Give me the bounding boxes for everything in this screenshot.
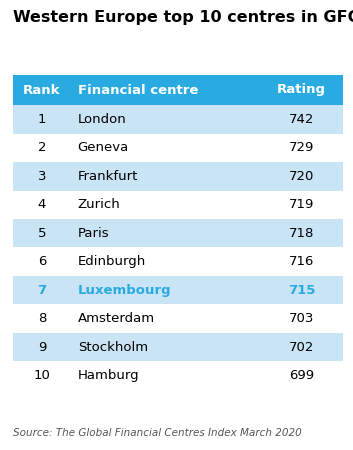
Text: 742: 742: [289, 113, 315, 126]
Text: Stockholm: Stockholm: [78, 341, 148, 354]
Text: 1: 1: [38, 113, 46, 126]
Bar: [71, 305, 261, 333]
Bar: [71, 276, 261, 305]
Bar: [71, 162, 261, 190]
Bar: [71, 333, 261, 361]
Bar: [13, 248, 71, 276]
Text: 715: 715: [288, 284, 316, 297]
Text: Edinburgh: Edinburgh: [78, 255, 146, 268]
Text: 718: 718: [289, 227, 315, 240]
Bar: [71, 361, 261, 390]
Bar: [261, 305, 343, 333]
Bar: [261, 276, 343, 305]
Text: London: London: [78, 113, 126, 126]
Text: Amsterdam: Amsterdam: [78, 312, 155, 325]
Bar: [261, 219, 343, 248]
Bar: [261, 134, 343, 162]
Text: 703: 703: [289, 312, 315, 325]
Bar: [71, 75, 261, 105]
Bar: [261, 248, 343, 276]
Text: Rating: Rating: [277, 84, 326, 96]
Bar: [261, 75, 343, 105]
Text: 702: 702: [289, 341, 315, 354]
Text: 3: 3: [38, 170, 46, 183]
Bar: [13, 75, 71, 105]
Text: 9: 9: [38, 341, 46, 354]
Bar: [261, 361, 343, 390]
Text: 720: 720: [289, 170, 315, 183]
Text: 716: 716: [289, 255, 315, 268]
Bar: [261, 162, 343, 190]
Text: 719: 719: [289, 198, 315, 211]
Text: Geneva: Geneva: [78, 141, 129, 154]
Text: Paris: Paris: [78, 227, 109, 240]
Bar: [71, 105, 261, 134]
Bar: [13, 162, 71, 190]
Bar: [13, 333, 71, 361]
Text: Hamburg: Hamburg: [78, 369, 139, 382]
Bar: [261, 333, 343, 361]
Text: 7: 7: [37, 284, 47, 297]
Text: Frankfurt: Frankfurt: [78, 170, 138, 183]
Bar: [71, 219, 261, 248]
Bar: [261, 105, 343, 134]
Bar: [13, 190, 71, 219]
Text: 8: 8: [38, 312, 46, 325]
Text: Zurich: Zurich: [78, 198, 120, 211]
Text: 6: 6: [38, 255, 46, 268]
Text: 5: 5: [38, 227, 46, 240]
Text: 10: 10: [34, 369, 50, 382]
Bar: [13, 219, 71, 248]
Text: Luxembourg: Luxembourg: [78, 284, 171, 297]
Text: Source: The Global Financial Centres Index March 2020: Source: The Global Financial Centres Ind…: [13, 428, 302, 438]
Bar: [13, 276, 71, 305]
Text: 699: 699: [289, 369, 314, 382]
Bar: [13, 361, 71, 390]
Bar: [13, 305, 71, 333]
Text: Rank: Rank: [23, 84, 61, 96]
Bar: [71, 134, 261, 162]
Text: Western Europe top 10 centres in GFCI: Western Europe top 10 centres in GFCI: [13, 10, 353, 25]
Bar: [13, 134, 71, 162]
Text: 2: 2: [38, 141, 46, 154]
Bar: [13, 105, 71, 134]
Bar: [71, 248, 261, 276]
Text: Financial centre: Financial centre: [78, 84, 198, 96]
Text: 729: 729: [289, 141, 315, 154]
Bar: [261, 190, 343, 219]
Text: 4: 4: [38, 198, 46, 211]
Bar: [71, 190, 261, 219]
